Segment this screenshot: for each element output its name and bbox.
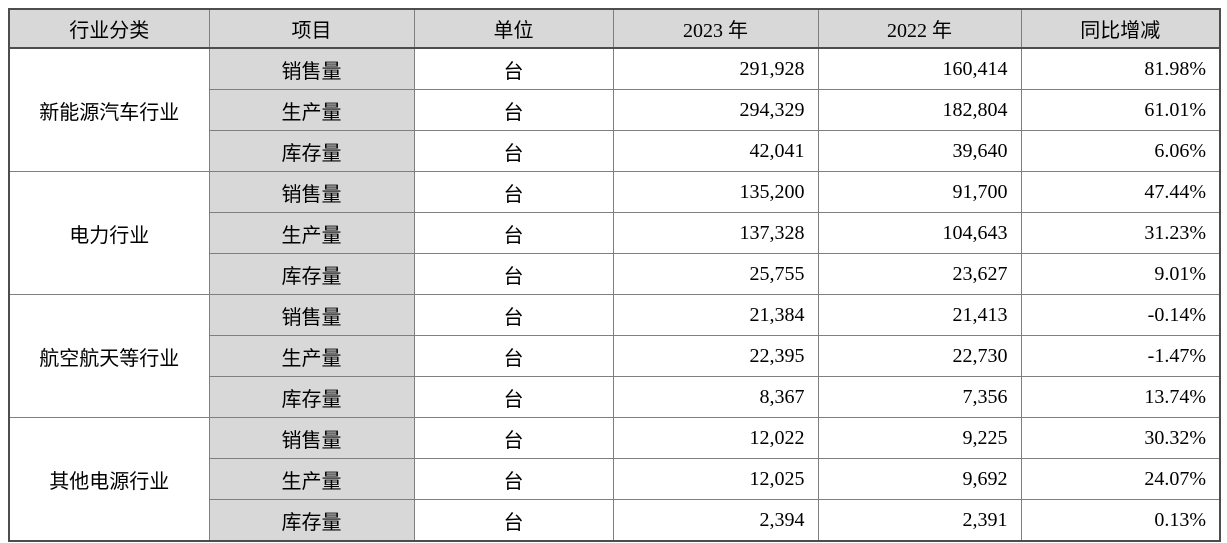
unit-cell: 台 <box>413 171 614 213</box>
table-row: 库存量 台 25,755 23,627 9.01% <box>9 253 1221 295</box>
value-2023-cell: 42,041 <box>612 130 819 172</box>
table-row: 航空航天等行业 销售量 台 21,384 21,413 -0.14% <box>8 294 1221 418</box>
unit-cell: 台 <box>413 130 614 172</box>
value-2022-cell: 2,391 <box>817 499 1022 542</box>
table-row: 库存量 台 2,394 2,391 0.13% <box>9 499 1221 542</box>
yoy-cell: 13.74% <box>1020 376 1221 418</box>
table-row: 生产量 台 22,395 22,730 -1.47% <box>9 335 1221 377</box>
yoy-cell: 61.01% <box>1020 89 1221 131</box>
item-cell: 库存量 <box>208 499 415 542</box>
value-2023-cell: 21,384 <box>612 294 819 336</box>
item-cell: 生产量 <box>208 458 415 500</box>
yoy-cell: 24.07% <box>1020 458 1221 500</box>
yoy-cell: 9.01% <box>1020 253 1221 295</box>
yoy-cell: -0.14% <box>1020 294 1221 336</box>
value-2023-cell: 135,200 <box>612 171 819 213</box>
unit-cell: 台 <box>413 376 614 418</box>
table-row: 库存量 台 8,367 7,356 13.74% <box>9 376 1221 418</box>
value-2023-cell: 294,329 <box>612 89 819 131</box>
yoy-cell: 47.44% <box>1020 171 1221 213</box>
value-2022-cell: 9,692 <box>817 458 1022 500</box>
value-2022-cell: 21,413 <box>817 294 1022 336</box>
yoy-cell: 6.06% <box>1020 130 1221 172</box>
value-2022-cell: 182,804 <box>817 89 1022 131</box>
value-2022-cell: 23,627 <box>817 253 1022 295</box>
value-2022-cell: 91,700 <box>817 171 1022 213</box>
unit-cell: 台 <box>413 335 614 377</box>
value-2023-cell: 12,022 <box>612 417 819 459</box>
value-2022-cell: 160,414 <box>817 47 1022 90</box>
yoy-cell: 30.32% <box>1020 417 1221 459</box>
item-cell: 生产量 <box>208 212 415 254</box>
industry-cell: 其他电源行业 <box>8 417 210 542</box>
item-cell: 库存量 <box>208 253 415 295</box>
unit-cell: 台 <box>413 47 614 90</box>
value-2023-cell: 12,025 <box>612 458 819 500</box>
item-cell: 销售量 <box>208 417 415 459</box>
value-2023-cell: 137,328 <box>612 212 819 254</box>
unit-cell: 台 <box>413 89 614 131</box>
unit-cell: 台 <box>413 294 614 336</box>
industry-production-sales-table: 行业分类 项目 单位 2023 年 2022 年 同比增减 新能源汽车行业 销售… <box>8 8 1221 542</box>
table-row: 生产量 台 12,025 9,692 24.07% <box>9 458 1221 500</box>
yoy-cell: -1.47% <box>1020 335 1221 377</box>
col-header-industry: 行业分类 <box>8 8 210 49</box>
unit-cell: 台 <box>413 212 614 254</box>
value-2022-cell: 104,643 <box>817 212 1022 254</box>
table-header-row: 行业分类 项目 单位 2023 年 2022 年 同比增减 <box>8 8 1221 49</box>
col-header-unit: 单位 <box>413 8 614 49</box>
table-row: 生产量 台 294,329 182,804 61.01% <box>9 89 1221 131</box>
unit-cell: 台 <box>413 499 614 542</box>
item-cell: 生产量 <box>208 335 415 377</box>
item-cell: 销售量 <box>208 171 415 213</box>
item-cell: 库存量 <box>208 376 415 418</box>
col-header-yoy: 同比增减 <box>1020 8 1221 49</box>
value-2022-cell: 7,356 <box>817 376 1022 418</box>
value-2022-cell: 22,730 <box>817 335 1022 377</box>
yoy-cell: 0.13% <box>1020 499 1221 542</box>
unit-cell: 台 <box>413 458 614 500</box>
value-2022-cell: 9,225 <box>817 417 1022 459</box>
col-header-2022: 2022 年 <box>817 8 1022 49</box>
col-header-item: 项目 <box>208 8 415 49</box>
industry-cell: 新能源汽车行业 <box>8 47 210 172</box>
item-cell: 库存量 <box>208 130 415 172</box>
yoy-cell: 81.98% <box>1020 47 1221 90</box>
industry-cell: 航空航天等行业 <box>8 294 210 418</box>
table-row: 生产量 台 137,328 104,643 31.23% <box>9 212 1221 254</box>
item-cell: 销售量 <box>208 294 415 336</box>
unit-cell: 台 <box>413 253 614 295</box>
table-row: 新能源汽车行业 销售量 台 291,928 160,414 81.98% <box>8 47 1221 172</box>
value-2023-cell: 22,395 <box>612 335 819 377</box>
industry-cell: 电力行业 <box>8 171 210 295</box>
table-row: 其他电源行业 销售量 台 12,022 9,225 30.32% <box>8 417 1221 542</box>
value-2023-cell: 8,367 <box>612 376 819 418</box>
value-2023-cell: 2,394 <box>612 499 819 542</box>
value-2023-cell: 291,928 <box>612 47 819 90</box>
table-row: 库存量 台 42,041 39,640 6.06% <box>9 130 1221 172</box>
unit-cell: 台 <box>413 417 614 459</box>
col-header-2023: 2023 年 <box>612 8 819 49</box>
value-2023-cell: 25,755 <box>612 253 819 295</box>
value-2022-cell: 39,640 <box>817 130 1022 172</box>
item-cell: 生产量 <box>208 89 415 131</box>
yoy-cell: 31.23% <box>1020 212 1221 254</box>
table-row: 电力行业 销售量 台 135,200 91,700 47.44% <box>8 171 1221 295</box>
item-cell: 销售量 <box>208 47 415 90</box>
